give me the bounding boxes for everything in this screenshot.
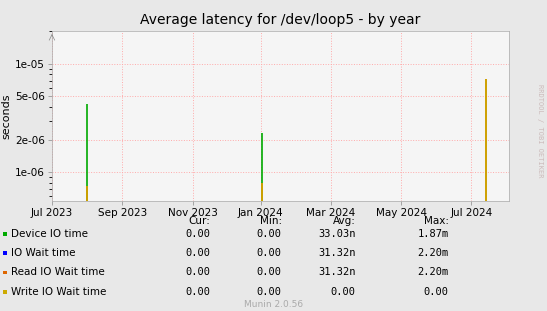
Text: Write IO Wait time: Write IO Wait time <box>11 287 107 297</box>
Text: 0.00: 0.00 <box>330 287 356 297</box>
Text: Min:: Min: <box>260 216 282 226</box>
Text: Read IO Wait time: Read IO Wait time <box>11 267 105 277</box>
Title: Average latency for /dev/loop5 - by year: Average latency for /dev/loop5 - by year <box>140 13 421 27</box>
Text: 0.00: 0.00 <box>257 229 282 239</box>
Text: 1.87m: 1.87m <box>417 229 449 239</box>
Text: 0.00: 0.00 <box>257 248 282 258</box>
Text: 0.00: 0.00 <box>185 229 211 239</box>
Text: Munin 2.0.56: Munin 2.0.56 <box>244 300 303 309</box>
Text: RRDTOOL / TOBI OETIKER: RRDTOOL / TOBI OETIKER <box>537 84 543 178</box>
Text: 0.00: 0.00 <box>423 287 449 297</box>
Text: Cur:: Cur: <box>189 216 211 226</box>
Text: 0.00: 0.00 <box>257 267 282 277</box>
Text: 33.03n: 33.03n <box>318 229 356 239</box>
Text: 2.20m: 2.20m <box>417 267 449 277</box>
Text: 0.00: 0.00 <box>257 287 282 297</box>
Text: Avg:: Avg: <box>333 216 356 226</box>
Text: 2.20m: 2.20m <box>417 248 449 258</box>
Text: 31.32n: 31.32n <box>318 248 356 258</box>
Y-axis label: seconds: seconds <box>1 93 11 139</box>
Text: 0.00: 0.00 <box>185 267 211 277</box>
Text: Max:: Max: <box>423 216 449 226</box>
Text: IO Wait time: IO Wait time <box>11 248 76 258</box>
Text: Device IO time: Device IO time <box>11 229 89 239</box>
Text: 0.00: 0.00 <box>185 287 211 297</box>
Text: 0.00: 0.00 <box>185 248 211 258</box>
Text: 31.32n: 31.32n <box>318 267 356 277</box>
